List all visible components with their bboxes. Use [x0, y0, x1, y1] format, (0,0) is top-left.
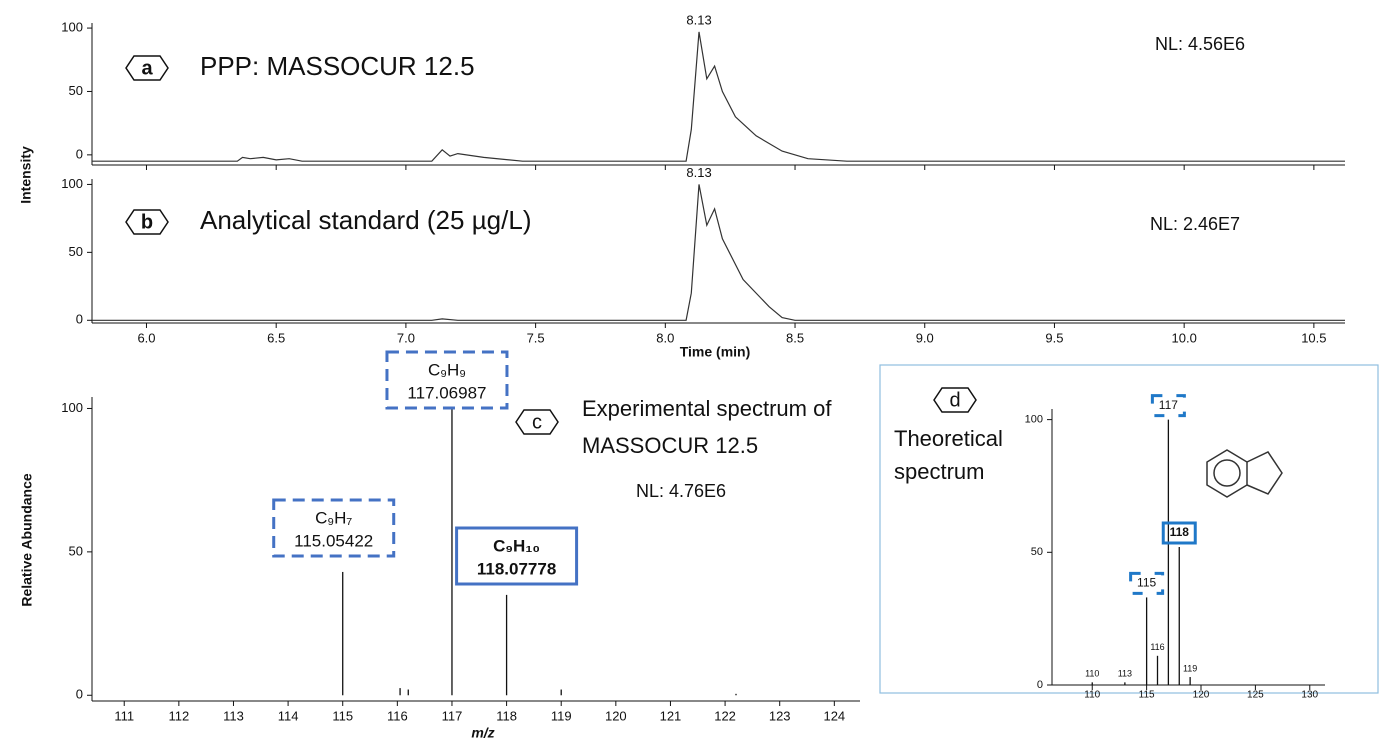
- exact-mass: 115.05422: [294, 531, 373, 550]
- x-tick-label: 7.0: [397, 330, 415, 345]
- peak-label: 117: [1159, 398, 1178, 412]
- x-tick-label: 119: [551, 708, 572, 723]
- exact-mass: 118.07778: [477, 559, 556, 578]
- chart-title: Experimental spectrum of: [582, 396, 832, 421]
- indane-structure: [1206, 449, 1283, 498]
- y-axis-label: Relative Abundance: [19, 473, 35, 607]
- x-tick-label: 114: [278, 708, 299, 723]
- panel-label: a: [141, 57, 153, 79]
- peak-label: 8.13: [686, 12, 711, 27]
- nl-label: NL: 4.76E6: [636, 481, 726, 501]
- panel-label: b: [141, 211, 153, 233]
- y-tick-label: 100: [1025, 414, 1043, 426]
- x-tick-label: 10.5: [1301, 330, 1326, 345]
- x-tick-label: 8.5: [786, 330, 804, 345]
- y-tick-label: 0: [76, 312, 83, 327]
- chart-title: Analytical standard (25 µg/L): [200, 205, 532, 235]
- x-tick-label: 116: [387, 708, 408, 723]
- panel-d-frame: [879, 364, 1379, 694]
- x-tick-label: 9.5: [1045, 330, 1063, 345]
- peak-label: 8.13: [686, 165, 711, 180]
- y-tick-label: 100: [61, 20, 83, 35]
- peak-label: 110: [1085, 669, 1099, 679]
- formula: C₉H₉: [428, 360, 466, 379]
- x-tick-label: 112: [168, 708, 189, 723]
- panel-badge: [125, 55, 169, 81]
- x-tick-label: 6.5: [267, 330, 285, 345]
- panel-label: c: [532, 411, 542, 433]
- x-axis-label: m/z: [471, 725, 494, 741]
- x-tick-label: 122: [714, 708, 736, 723]
- y-tick-label: 50: [69, 543, 83, 558]
- x-tick-label: 7.5: [527, 330, 545, 345]
- x-tick-label: 113: [223, 708, 244, 723]
- formula: C₉H₁₀: [493, 536, 540, 555]
- y-tick-label: 0: [1037, 679, 1043, 691]
- x-tick-label: 115: [332, 708, 353, 723]
- x-tick-label: 8.0: [656, 330, 674, 345]
- peak-label: 118: [1170, 525, 1190, 539]
- annotation-box: [385, 350, 509, 410]
- y-tick-label: 0: [76, 687, 83, 702]
- y-tick-label: 0: [76, 146, 83, 161]
- x-tick-label: 9.0: [916, 330, 934, 345]
- x-tick-label: 130: [1301, 690, 1318, 701]
- panel-badge: [515, 409, 559, 435]
- chart-title: MASSOCUR 12.5: [582, 433, 758, 458]
- x-tick-label: 121: [660, 708, 682, 723]
- panel-badge: [125, 209, 169, 235]
- x-tick-label: 120: [1193, 690, 1210, 701]
- peak-label: 119: [1183, 663, 1197, 673]
- y-tick-label: 100: [61, 176, 83, 191]
- x-tick-label: 117: [442, 708, 463, 723]
- chromatogram-line: [92, 31, 1345, 162]
- y-tick-label: 50: [1031, 546, 1043, 558]
- x-tick-label: 125: [1247, 690, 1264, 701]
- peak-box: [1161, 521, 1197, 545]
- annotation-box: [455, 526, 579, 586]
- panel-badge: [933, 387, 977, 413]
- exact-mass: 117.06987: [407, 383, 486, 402]
- x-tick-label: 115: [1139, 690, 1155, 701]
- x-tick-label: 111: [114, 708, 134, 723]
- peak-label: 113: [1118, 669, 1132, 679]
- chart-title: PPP: MASSOCUR 12.5: [200, 51, 475, 81]
- x-tick-label: 120: [605, 708, 627, 723]
- x-tick-label: 110: [1084, 690, 1100, 701]
- x-axis-label: Time (min): [680, 344, 751, 360]
- nl-label: NL: 4.56E6: [1155, 34, 1245, 54]
- peak-label: 116: [1150, 642, 1164, 652]
- panel-label: d: [949, 389, 960, 411]
- chromatogram-line: [92, 184, 1345, 321]
- y-tick-label: 100: [61, 400, 83, 415]
- peak-label: 115: [1137, 576, 1156, 590]
- nl-label: NL: 2.46E7: [1150, 214, 1240, 234]
- formula: C₉H₇: [315, 508, 352, 527]
- x-tick-label: 118: [496, 708, 517, 723]
- annotation-box: [272, 498, 396, 558]
- x-tick-label: 124: [823, 708, 845, 723]
- x-tick-label: 6.0: [137, 330, 155, 345]
- chart-title: Theoretical: [894, 426, 1003, 451]
- chart-title: spectrum: [894, 459, 984, 484]
- y-tick-label: 50: [69, 83, 83, 98]
- x-tick-label: 10.0: [1172, 330, 1197, 345]
- y-tick-label: 50: [69, 244, 83, 259]
- y-axis-label: Intensity: [18, 146, 34, 204]
- x-tick-label: 123: [769, 708, 791, 723]
